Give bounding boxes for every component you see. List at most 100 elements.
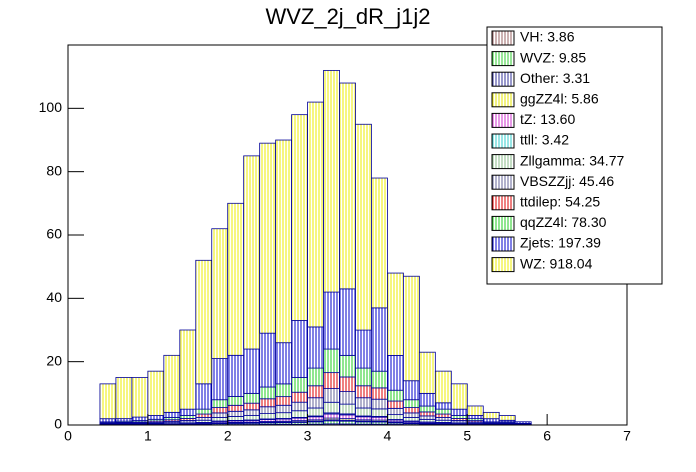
legend-swatch [491,112,515,128]
legend-swatch [491,215,515,231]
bar-segment [339,391,356,405]
bar-segment [275,139,292,344]
bar-segment [323,348,340,374]
bar-segment [259,406,277,415]
bar-segment [355,397,372,409]
bar-segment [371,416,388,421]
bar-segment [179,415,197,419]
bar-segment [498,415,516,421]
bar-segment [307,416,324,421]
bar-segment [434,370,452,404]
bar-segment [131,377,149,418]
bar-segment [307,367,324,387]
legend-swatch [491,195,515,211]
legend-swatch [491,154,515,170]
x-tick-label: 4 [384,428,392,444]
legend-swatch [491,174,515,190]
legend: VH: 3.86 WVZ: 9.85 Other: 3.31 ggZZ4l: 5.86… [486,26,663,285]
bar-segment [275,404,292,414]
bar-segment [163,354,181,413]
bar-segment [418,411,436,417]
legend-swatch [491,257,515,273]
bar-segment [259,413,277,420]
bar-segment [195,413,213,418]
bar-segment [387,407,404,416]
bar-segment [99,418,117,423]
bar-segment [307,385,324,399]
legend-swatch [491,51,515,67]
bar-segment [195,259,213,385]
bar-segment [402,399,420,408]
bar-segment [434,413,452,418]
bar-segment [339,376,356,392]
bar-segment [179,408,197,416]
x-tick-label: 2 [224,428,232,444]
y-tick-label: 100 [39,99,63,115]
legend-label: ttll: 3.42 [520,132,569,148]
bar-segment [371,370,388,389]
x-tick-label: 0 [64,428,72,444]
legend-label: tZ: 13.60 [520,111,575,127]
bar-segment [402,275,420,382]
bar-segment [402,412,420,418]
axes: 0 1 2 3 4 5 6 7 0 20 40 60 80 100 [39,99,631,444]
y-tick-label: 80 [46,162,62,178]
bar-segment [371,177,388,309]
bar-segment [450,408,468,416]
bar-segment [195,383,213,410]
y-tick-label: 40 [46,289,62,305]
bar-segment [339,288,356,356]
bar-segment [402,380,420,401]
bar-segment [211,407,229,414]
y-tick-label: 60 [46,226,62,242]
bar-segment [291,401,308,412]
bar-segment [243,402,261,411]
bar-segment [227,416,245,421]
bar-segment [355,329,372,369]
legend-swatch [491,133,515,149]
bar-segment [243,348,261,394]
bar-segment [227,410,245,417]
bar-segment [275,342,292,385]
bar-segment [147,370,165,416]
bar-segment [243,155,261,350]
bar-segment [307,101,324,328]
bar-segment [147,415,165,420]
bar-segment [339,403,356,415]
bar-segment [259,386,277,400]
bar-segment [259,142,277,334]
bar-segment [418,392,436,407]
x-tick-label: 1 [144,428,152,444]
bar-segment [227,354,245,397]
bar-segment [323,388,340,403]
bar-segment [339,82,356,290]
bar-segment [243,409,261,416]
bar-segment [211,412,229,418]
bar-segment [99,383,117,420]
legend-label: WZ: 918.04 [520,255,593,271]
bar-segment [291,114,308,321]
legend-label: Zjets: 197.39 [520,235,601,251]
bar-segment [323,291,340,350]
bar-segment [387,272,404,356]
bar-segment [387,354,404,391]
bar-segment [307,326,324,369]
legend-swatch [491,236,515,252]
bar-segment [179,329,197,410]
x-tick-label: 6 [543,428,551,444]
x-tick-label: 5 [463,428,471,444]
bar-segment [339,414,356,420]
bar-segment [355,123,372,331]
bar-segment [291,410,308,418]
bar-segment [387,389,404,402]
bar-segment [339,420,356,425]
bar-segment [195,408,213,415]
bar-segment [163,411,181,418]
bar-segment [466,405,484,416]
bar-segment [387,414,404,420]
legend-label: VH: 3.86 [520,29,575,45]
bar-segment [275,383,292,398]
bar-segment [291,320,308,378]
bar-segment [323,413,340,419]
